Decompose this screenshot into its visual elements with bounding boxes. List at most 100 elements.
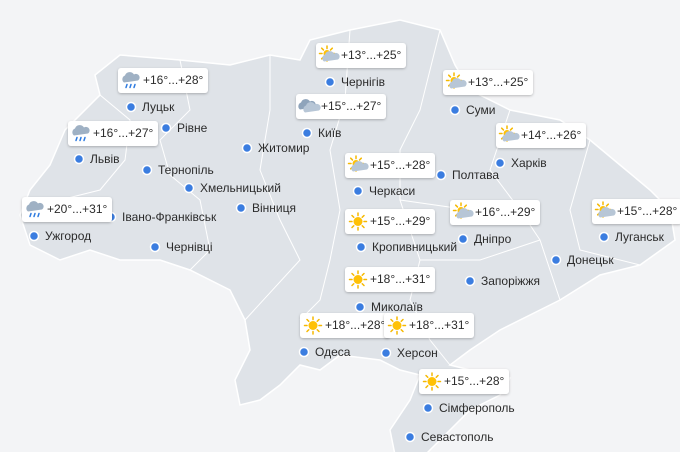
- sun-ray: [400, 318, 404, 323]
- temperature: +15°...+28°: [370, 158, 431, 172]
- city-name: Хмельницький: [200, 181, 281, 195]
- city-name: Севастополь: [421, 430, 493, 444]
- temperature: +20°...+31°: [47, 202, 108, 216]
- city-name: Львів: [90, 152, 120, 166]
- weather-badge: +13°...+25°: [443, 70, 533, 95]
- badge-bg: [450, 200, 540, 225]
- rain-drop: [125, 83, 128, 89]
- city: Чернігів: [324, 75, 385, 89]
- city: Полтава: [435, 168, 499, 182]
- sun-ray: [349, 157, 354, 161]
- badge-bg: [345, 267, 435, 292]
- sun-ray: [454, 204, 459, 208]
- city-dot: [435, 169, 447, 181]
- city-name: Кропивницький: [372, 240, 457, 254]
- city: Рівне: [160, 121, 208, 135]
- weather-badge: +16°...+29°: [450, 200, 540, 225]
- city-name: Вінниця: [252, 201, 296, 215]
- city-name: Ужгород: [45, 229, 91, 243]
- city-name: Житомир: [258, 141, 310, 155]
- sun-ray: [316, 318, 320, 323]
- city-name: Луганськ: [615, 230, 665, 244]
- cloud: [502, 131, 520, 142]
- temperature: +16°...+28°: [143, 73, 204, 87]
- city: Севастополь: [404, 430, 493, 444]
- sun-ray: [351, 214, 355, 219]
- temperature: +18°...+31°: [409, 318, 470, 332]
- weather-badge: +15°...+29°: [345, 209, 435, 234]
- city: Київ: [301, 126, 341, 140]
- city-dot: [301, 127, 313, 139]
- sun-ray: [361, 282, 365, 287]
- rain-drop: [133, 83, 136, 89]
- city-dot: [125, 101, 137, 113]
- sun: [353, 217, 363, 226]
- city-dot: [141, 164, 153, 176]
- sun-ray: [390, 318, 394, 323]
- rain-drop: [29, 212, 32, 218]
- badge-bg: [22, 197, 112, 222]
- sun-ray: [351, 272, 355, 277]
- city: Черкаси: [352, 184, 415, 198]
- sun-ray: [447, 74, 452, 78]
- weather-layer: +16°...+28° +16°...+27° +15°...+27° +13°...…: [22, 43, 680, 394]
- city-name: Луцьк: [142, 100, 175, 114]
- sun-ray: [463, 204, 468, 208]
- weather-badge: +14°...+26°: [496, 123, 586, 148]
- badge-bg: [345, 209, 435, 234]
- city-name: Херсон: [397, 346, 438, 360]
- city-name: Київ: [318, 126, 341, 140]
- city: Донецьк: [550, 253, 614, 267]
- city: Вінниця: [235, 201, 296, 215]
- weather-badge: +16°...+27°: [68, 121, 158, 146]
- sun: [308, 321, 318, 330]
- city-name: Черкаси: [369, 184, 415, 198]
- temperature: +16°...+29°: [475, 205, 536, 219]
- sun-ray: [351, 224, 355, 229]
- sun-ray: [351, 282, 355, 287]
- cloud: [72, 125, 90, 136]
- weather-badge: +13°...+25°: [316, 43, 406, 68]
- city: Запоріжжя: [464, 274, 540, 288]
- rain-drop: [37, 212, 40, 218]
- city: Івано-Франківськ: [105, 210, 217, 224]
- sun-ray: [596, 203, 601, 207]
- city-dot: [404, 431, 416, 443]
- rain-drop: [83, 136, 86, 142]
- sun-ray: [605, 203, 610, 207]
- city-name: Івано-Франківськ: [122, 210, 217, 224]
- city-dot: [464, 275, 476, 287]
- city-name: Миколаїв: [371, 300, 423, 314]
- city-name: Суми: [466, 103, 495, 117]
- city: Херсон: [380, 346, 438, 360]
- weather-badge: +16°...+28°: [118, 68, 208, 93]
- weather-badge: +18°...+28°: [300, 313, 390, 338]
- city-dot: [550, 254, 562, 266]
- cloud: [449, 78, 467, 89]
- city-dot: [422, 402, 434, 414]
- city-dot: [352, 185, 364, 197]
- sun-ray: [306, 318, 310, 323]
- sun: [392, 321, 402, 330]
- city-dot: [149, 241, 161, 253]
- city-name: Чернівці: [166, 240, 213, 254]
- city-dot: [73, 153, 85, 165]
- city-name: Дніпро: [474, 232, 512, 246]
- weather-badge: +15°...+28°: [592, 199, 680, 224]
- city: Ужгород: [28, 229, 91, 243]
- badge-bg: [496, 123, 586, 148]
- city-dot: [298, 346, 310, 358]
- city-dot: [355, 241, 367, 253]
- badge-bg: [316, 43, 406, 68]
- city-dot: [183, 182, 195, 194]
- city-dot: [598, 231, 610, 243]
- sun-ray: [509, 127, 514, 131]
- weather-badge: +18°...+31°: [384, 313, 474, 338]
- city-dot: [354, 301, 366, 313]
- city: Одеса: [298, 345, 351, 359]
- city-dot: [160, 122, 172, 134]
- city-name: Одеса: [315, 345, 351, 359]
- city-name: Запоріжжя: [481, 274, 540, 288]
- sun-ray: [435, 384, 439, 389]
